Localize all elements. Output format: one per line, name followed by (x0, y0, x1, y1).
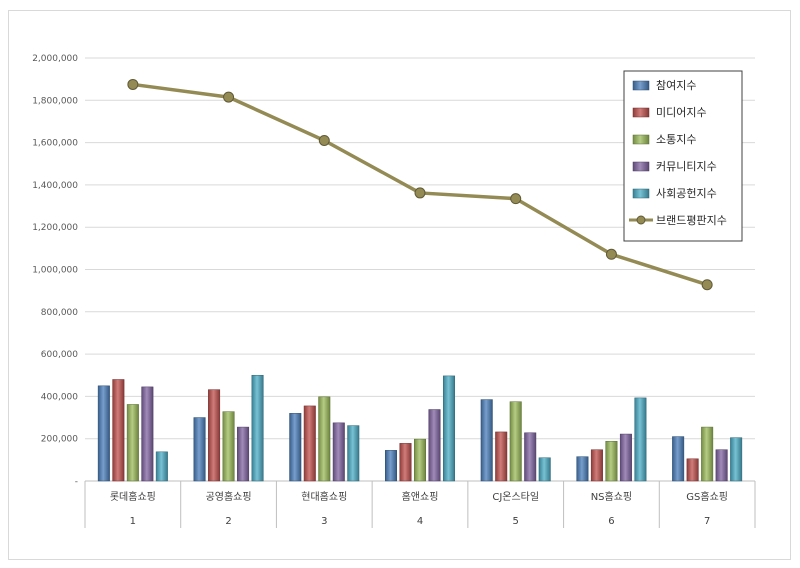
y-tick-label: 1,800,000 (32, 96, 78, 106)
line-point (701, 279, 713, 291)
category-label: 롯데홈쇼핑 (110, 490, 156, 503)
line-point (318, 134, 330, 146)
category-label: GS홈쇼핑 (686, 490, 728, 503)
bar (141, 386, 154, 482)
line-point (127, 78, 139, 90)
legend-box (623, 70, 743, 242)
legend-swatch (632, 188, 650, 199)
bar (443, 375, 455, 482)
category-label: NS홈쇼핑 (591, 490, 632, 503)
rank-label: 4 (417, 516, 423, 527)
rank-label: 3 (321, 516, 327, 527)
bar (686, 458, 699, 482)
y-tick-label: 1,000,000 (32, 266, 78, 276)
bar (590, 449, 603, 482)
y-tick-label: 600,000 (41, 350, 78, 360)
y-tick-label: 800,000 (41, 308, 78, 318)
legend-label: 사회공헌지수 (656, 187, 717, 200)
bar (112, 379, 125, 482)
rank-label: 7 (704, 516, 710, 527)
legend-swatch (632, 134, 650, 145)
bar (347, 425, 360, 482)
category-label: 현대홈쇼핑 (301, 490, 347, 503)
rank-label: 5 (513, 516, 519, 527)
bar (126, 404, 139, 482)
category-label: 홈앤쇼핑 (402, 490, 439, 503)
y-tick-label: 1,600,000 (32, 139, 78, 149)
line-point (223, 91, 235, 103)
bar (155, 451, 168, 482)
bar (97, 385, 110, 482)
bar (715, 449, 728, 482)
rank-label: 2 (225, 516, 231, 527)
rank-label: 6 (608, 516, 614, 527)
bar (576, 456, 589, 482)
bar (208, 389, 221, 482)
bar (385, 450, 397, 482)
bar (251, 375, 264, 482)
legend-label: 커뮤니티지수 (656, 160, 717, 173)
bar (524, 432, 537, 482)
bar (605, 440, 618, 482)
legend-label: 미디어지수 (656, 106, 707, 119)
line-point (605, 248, 617, 260)
y-tick-label: - (75, 477, 78, 487)
bar (332, 422, 345, 482)
bar (222, 411, 235, 482)
bar (303, 405, 316, 482)
bar (193, 417, 206, 482)
category-label: CJ온스타일 (492, 491, 539, 503)
rank-label: 1 (130, 516, 136, 527)
y-tick-label: 400,000 (41, 392, 78, 402)
bar (619, 433, 632, 482)
bar (399, 443, 412, 482)
bar (414, 438, 426, 482)
line-point (414, 187, 426, 199)
bar (509, 401, 522, 482)
bar (730, 437, 743, 482)
bar (428, 409, 441, 482)
category-label: 공영홈쇼핑 (206, 490, 252, 503)
legend-swatch (632, 107, 650, 118)
bar (538, 457, 551, 482)
legend-marker (636, 215, 646, 225)
bar (289, 413, 302, 482)
y-tick-label: 1,200,000 (32, 223, 78, 233)
bar (480, 399, 493, 482)
bar (318, 396, 331, 482)
legend-label: 소통지수 (656, 133, 696, 146)
bar (672, 436, 685, 482)
legend-label: 참여지수 (656, 79, 696, 92)
line-point (510, 193, 522, 205)
legend-swatch (632, 161, 650, 172)
y-tick-label: 1,400,000 (32, 181, 78, 191)
bar (495, 431, 508, 482)
legend-label: 브랜드평판지수 (656, 214, 727, 227)
legend-swatch (632, 80, 650, 91)
y-tick-label: 2,000,000 (32, 54, 78, 64)
bar (701, 426, 714, 482)
bar (634, 397, 647, 482)
bar (237, 426, 250, 482)
y-tick-label: 200,000 (41, 435, 78, 445)
